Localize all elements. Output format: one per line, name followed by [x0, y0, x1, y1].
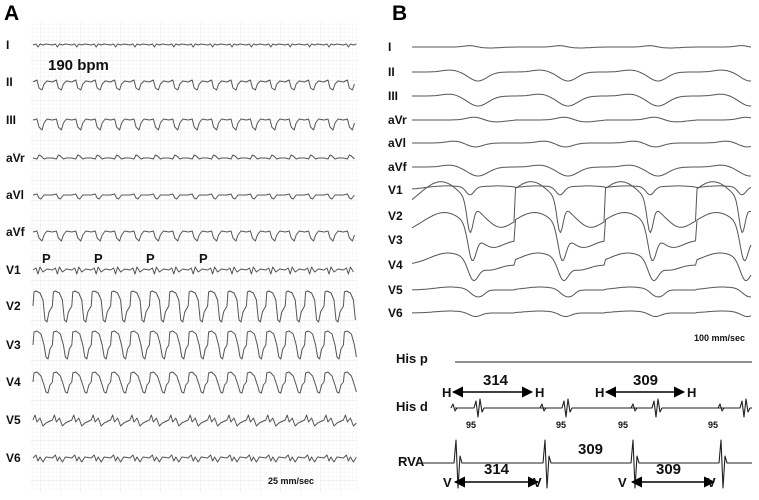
panel-b-trace-avr: [412, 116, 752, 123]
hv-label-4: 95: [708, 420, 718, 430]
panel-b-lead-label-v6: V6: [388, 306, 403, 320]
panel-b-trace-ii: [412, 69, 752, 82]
his-deflection: [717, 403, 725, 412]
h-label-2a: H: [595, 385, 604, 400]
panel-b-trace-iii: [412, 93, 752, 107]
panel-b-lead-label-v2: V2: [388, 209, 403, 223]
hv-label-1: 95: [466, 420, 476, 430]
h-label-1a: H: [442, 385, 451, 400]
his-deflection: [450, 403, 458, 412]
rva-label: RVA: [398, 454, 425, 469]
panel-b-label: B: [392, 2, 407, 25]
heart-rate-label: 190 bpm: [48, 57, 109, 74]
panel-b-trace-i: [412, 45, 752, 49]
panel-a-lead-label-v2: V2: [6, 299, 21, 313]
panel-b-trace-v5: [411, 286, 751, 298]
panel-a-grid: [30, 22, 358, 492]
hv-label-3: 95: [618, 420, 628, 430]
panel-b-lead-label-v4: V4: [388, 258, 403, 272]
panel-a-lead-label-v1: V1: [6, 263, 21, 277]
panel-a-trace-iii: [32, 118, 355, 131]
p-wave-label: P: [42, 251, 51, 266]
vv-interval-2-value: 309: [656, 461, 681, 478]
panel-a-lead-label-v6: V6: [6, 451, 21, 465]
his-proximal-label: His p: [396, 351, 428, 366]
panel-a-trace-i: [32, 43, 357, 48]
panel-a-trace-v5: [32, 414, 357, 427]
rva-trace: [420, 439, 752, 489]
panel-b-speed-label: 100 mm/sec: [694, 333, 745, 343]
panel-b-lead-label-iii: III: [388, 89, 398, 103]
panel-b-lead-label-v1: V1: [388, 183, 403, 197]
panel-b-trace-avl: [412, 140, 752, 148]
panel-b-trace-v2: [411, 181, 752, 234]
hh-interval-2-value: 309: [633, 372, 658, 389]
rva-interval-label: 309: [578, 441, 603, 458]
panel-a-lead-label-iii: III: [6, 113, 16, 127]
hh-interval-1-value: 314: [483, 372, 509, 389]
p-wave-label: P: [146, 251, 155, 266]
panel-a-lead-label-ii: II: [6, 75, 13, 89]
panel-a-trace-v4: [32, 371, 357, 394]
panel-a-lead-label-v5: V5: [6, 413, 21, 427]
panel-a-speed-label: 25 mm/sec: [268, 476, 314, 486]
panel-a-trace-v2: [32, 290, 356, 323]
p-wave-label: P: [199, 251, 208, 266]
panel-a-trace-avl: [32, 193, 355, 200]
panel-a-lead-label-avf: aVf: [6, 225, 26, 239]
panel-a-lead-label-avr: aVr: [6, 151, 25, 165]
panel-a-trace-v3: [32, 330, 357, 360]
panel-b-trace-v1: [411, 185, 752, 196]
panel-a-trace-avr: [32, 154, 355, 160]
panel-b-lead-label-avr: aVr: [388, 113, 407, 127]
his-distal-trace: [455, 398, 752, 418]
h-label-1b: H: [535, 385, 544, 400]
vv-interval-1-value: 314: [484, 461, 510, 478]
his-deflection: [630, 403, 638, 412]
panel-b-lead-label-avf: aVf: [388, 160, 408, 174]
panel-a-trace-v1: [32, 266, 354, 275]
panel-a-trace-v6: [32, 454, 357, 463]
panel-b-trace-v3: [411, 212, 752, 262]
v-label-2a: V: [618, 475, 627, 490]
panel-b-trace-v4: [411, 252, 752, 282]
panel-b-lead-label-i: I: [388, 40, 391, 54]
p-wave-label: P: [94, 251, 103, 266]
v-label-1a: V: [443, 475, 452, 490]
panel-a-trace-ii: [32, 79, 355, 91]
v-label-1b: V: [533, 475, 542, 490]
panel-a-trace-avf: [32, 230, 355, 242]
panel-a-lead-label-avl: aVl: [6, 188, 24, 202]
panel-b-lead-label-v5: V5: [388, 283, 403, 297]
panel-a-lead-label-v3: V3: [6, 338, 21, 352]
panel-a-lead-label-v4: V4: [6, 375, 21, 389]
panel-b-lead-label-v3: V3: [388, 233, 403, 247]
panel-b-lead-label-avl: aVl: [388, 136, 406, 150]
panel-a-lead-label-i: I: [6, 38, 9, 52]
his-deflection: [539, 403, 547, 412]
panel-b-trace-v6: [412, 310, 752, 317]
panel-a-label: A: [4, 2, 19, 25]
panel-b-trace-avf: [412, 164, 751, 177]
hv-label-2: 95: [556, 420, 566, 430]
h-label-2b: H: [687, 385, 696, 400]
v-label-2b: V: [707, 475, 716, 490]
panel-b-lead-label-ii: II: [388, 65, 395, 79]
his-distal-label: His d: [396, 399, 428, 414]
